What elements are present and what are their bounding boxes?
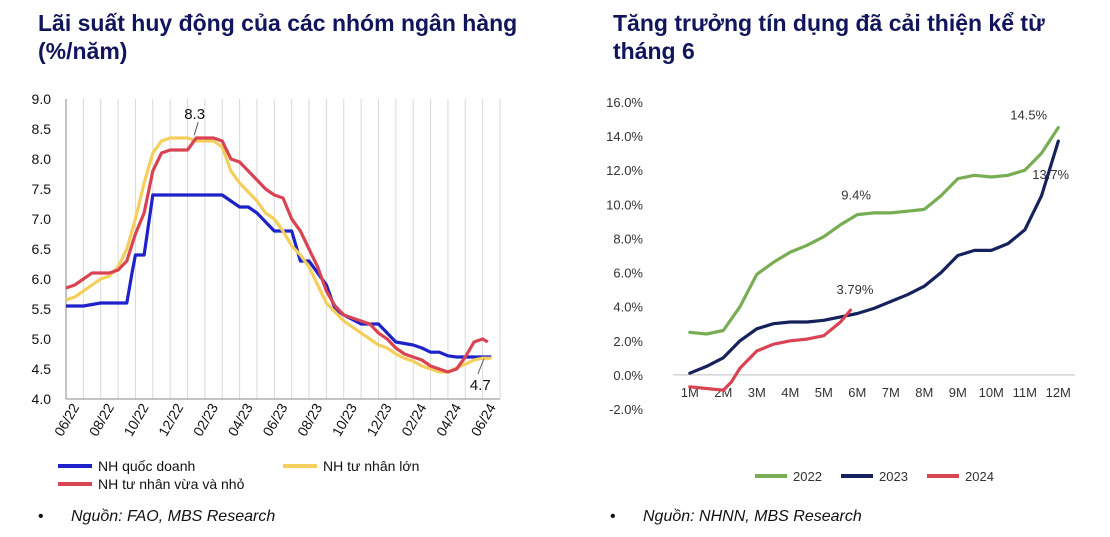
- legend-label: 2022: [793, 469, 822, 484]
- right-source-text: Nguồn: NHNN, MBS Research: [643, 508, 862, 525]
- y-tick-label: 9.0: [32, 91, 52, 107]
- left-chart-panel: Lãi suất huy động của các nhóm ngân hàng…: [32, 10, 518, 525]
- data-label: 13.7%: [1032, 167, 1069, 182]
- x-tick-label: 7M: [882, 385, 900, 400]
- series-line-nh-t-nh-n-v-a-v-nh: [65, 136, 489, 374]
- y-tick-label: 4.0%: [613, 300, 643, 315]
- x-tick-label: 12M: [1046, 385, 1071, 400]
- x-tick-label: 06/22: [51, 400, 82, 439]
- y-tick-label: 2.0%: [613, 334, 643, 349]
- series-line-2022: [688, 126, 1060, 336]
- legend-label: NH tư nhân lớn: [323, 458, 419, 474]
- x-tick-label: 10/23: [329, 400, 360, 439]
- data-label: 9.4%: [841, 188, 871, 203]
- credit-growth-chart: 16.0% 14.0% 12.0% 10.0% 8.0% 6.0% 4.0% 2.0% 0.0%…: [606, 95, 1075, 484]
- data-label: 8.3: [184, 106, 205, 123]
- right-chart-title: Tăng trưởng tín dụng đã cải thiện kể từ …: [613, 10, 1045, 64]
- y-tick-label: 5.5: [32, 301, 52, 317]
- series-line-2024: [688, 308, 853, 392]
- right-chart-panel: Tăng trưởng tín dụng đã cải thiện kể từ …: [555, 0, 1110, 537]
- x-tick-label: 3M: [748, 385, 766, 400]
- annotation-leader: [193, 122, 199, 136]
- y-tick-label: 12.0%: [606, 163, 643, 178]
- data-label: 14.5%: [1010, 108, 1047, 123]
- annotation-leader: [477, 358, 485, 375]
- series-line-nh-qu-c-doanh: [66, 193, 492, 359]
- y-tick-label: -2.0%: [609, 402, 643, 417]
- x-tick-label: 02/23: [190, 400, 221, 439]
- y-tick-label: 6.0: [32, 271, 52, 287]
- y-tick-label: 7.0: [32, 211, 52, 227]
- x-tick-label: 12/22: [155, 400, 186, 439]
- y-tick-label: 4.5: [32, 361, 52, 377]
- y-tick-label: 7.5: [32, 181, 52, 197]
- x-tick-label: 11M: [1013, 385, 1037, 400]
- x-tick-label: 02/24: [398, 400, 429, 439]
- x-tick-label: 5M: [815, 385, 833, 400]
- series-line-2023: [688, 139, 1060, 375]
- y-tick-label: 5.0: [32, 331, 52, 347]
- right-source-bullet: •: [610, 508, 616, 525]
- x-tick-label: 4M: [781, 385, 799, 400]
- series-line-nh-t-nh-n-l-n: [65, 136, 492, 374]
- y-tick-label: 6.5: [32, 241, 52, 257]
- left-source-text: Nguồn: FAO, MBS Research: [71, 508, 276, 525]
- x-tick-label: 10/22: [120, 400, 151, 439]
- y-tick-label: 8.0: [32, 151, 52, 167]
- data-label: 4.7: [470, 377, 491, 394]
- x-tick-label: 12/23: [363, 400, 394, 439]
- x-tick-label: 2M: [714, 385, 732, 400]
- x-tick-label: 08/23: [294, 400, 325, 439]
- x-tick-label: 9M: [949, 385, 967, 400]
- y-tick-label: 16.0%: [606, 95, 643, 110]
- y-tick-label: 14.0%: [606, 129, 643, 144]
- x-tick-label: 8M: [915, 385, 933, 400]
- x-tick-label: 6M: [848, 385, 866, 400]
- legend-label: NH tư nhân vừa và nhỏ: [98, 476, 245, 492]
- legend-label: NH quốc doanh: [98, 458, 195, 474]
- y-tick-label: 8.0%: [613, 231, 643, 246]
- deposit-rate-chart: 9.08.58.07.57.06.56.05.55.04.54.006/22 08…: [32, 91, 501, 492]
- x-tick-label: 06/24: [468, 400, 499, 439]
- legend-label: 2023: [879, 469, 908, 484]
- left-source-bullet: •: [38, 508, 44, 525]
- x-tick-label: 04/23: [224, 400, 255, 439]
- y-tick-label: 6.0%: [613, 266, 643, 281]
- y-tick-label: 8.5: [32, 121, 52, 137]
- x-tick-label: 08/22: [86, 400, 117, 439]
- y-tick-label: 0.0%: [613, 368, 643, 383]
- legend-label: 2024: [965, 469, 994, 484]
- left-chart-title: Lãi suất huy động của các nhóm ngân hàng…: [38, 10, 518, 64]
- x-tick-label: 10M: [979, 385, 1004, 400]
- y-tick-label: 4.0: [32, 391, 52, 407]
- data-label: 3.79%: [837, 282, 874, 297]
- y-tick-label: 10.0%: [606, 197, 643, 212]
- x-tick-label: 06/23: [259, 400, 290, 439]
- x-tick-label: 04/24: [433, 400, 464, 439]
